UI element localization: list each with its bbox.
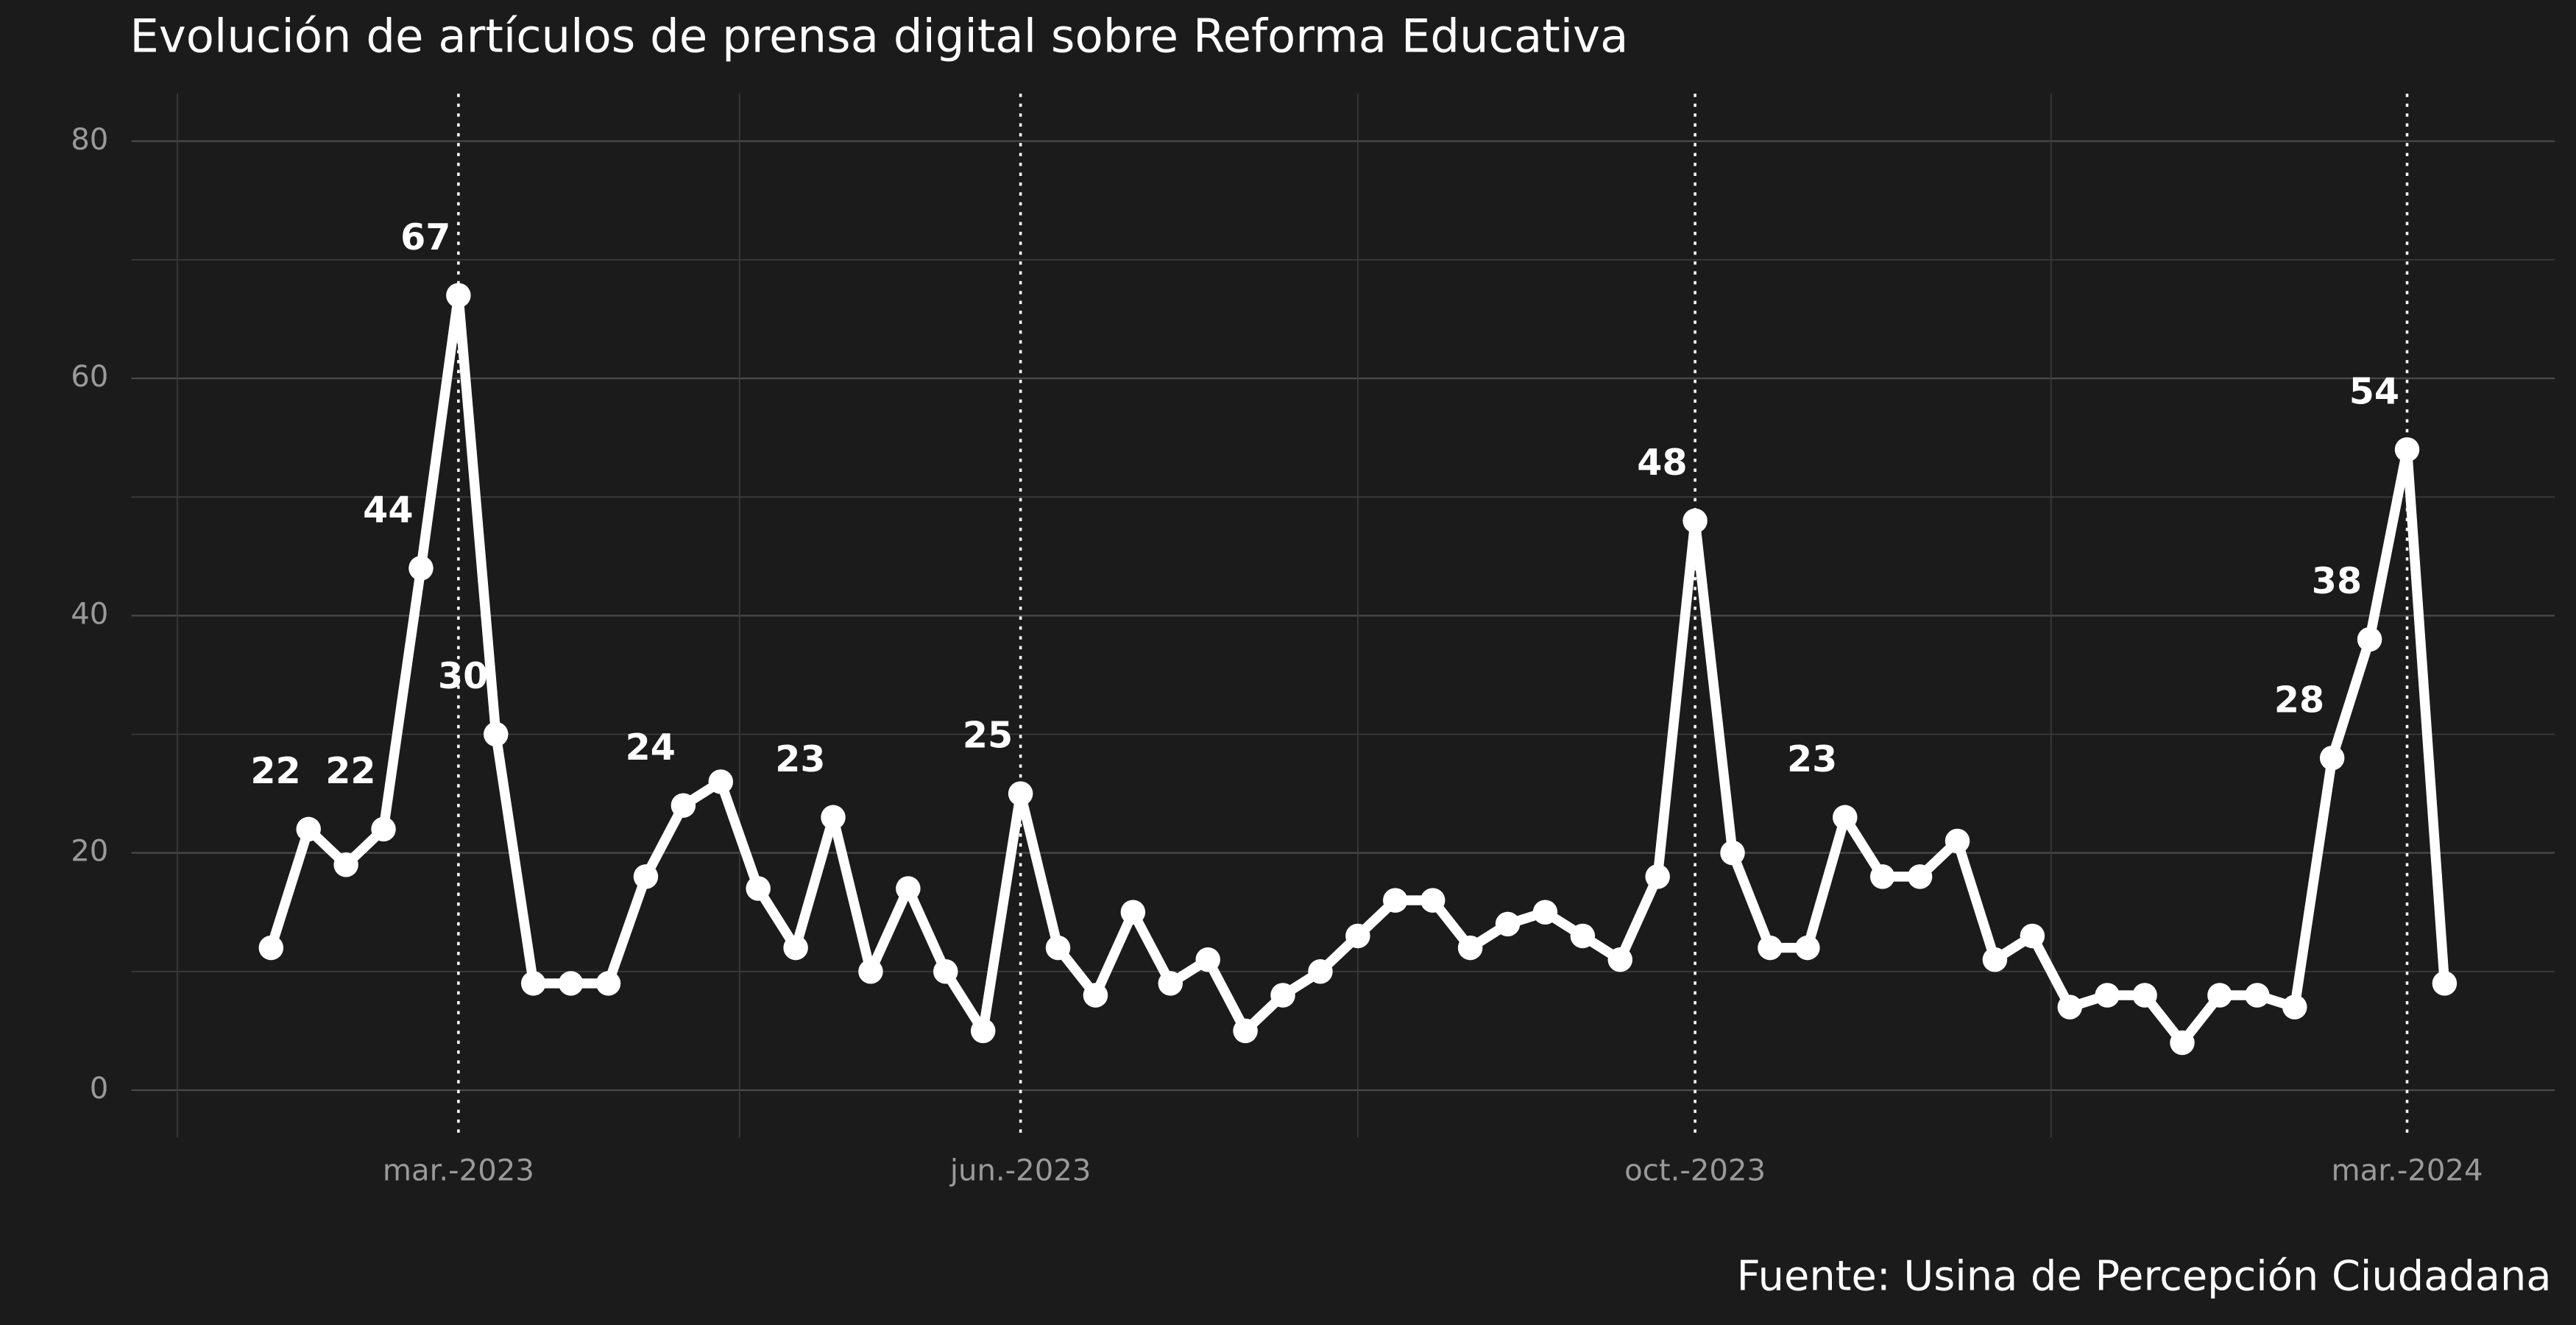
data-label: 22 bbox=[250, 749, 300, 792]
point bbox=[708, 769, 734, 794]
point bbox=[1682, 508, 1708, 534]
data-label: 23 bbox=[775, 738, 825, 780]
point bbox=[1308, 959, 1333, 984]
data-label: 54 bbox=[2349, 370, 2399, 412]
point bbox=[896, 876, 921, 901]
point bbox=[970, 1018, 996, 1044]
point bbox=[1270, 983, 1295, 1008]
y-tick-label: 20 bbox=[71, 835, 108, 869]
point bbox=[258, 935, 284, 961]
point bbox=[2095, 983, 2120, 1008]
point bbox=[408, 556, 434, 581]
point bbox=[1607, 947, 1633, 972]
data-label: 44 bbox=[363, 488, 413, 531]
point bbox=[2020, 923, 2045, 949]
point bbox=[1907, 864, 1933, 889]
point bbox=[1945, 828, 1970, 854]
point bbox=[1457, 935, 1483, 961]
point bbox=[484, 721, 509, 747]
point bbox=[520, 971, 546, 996]
data-label: 48 bbox=[1637, 441, 1687, 484]
point bbox=[2245, 983, 2270, 1008]
point bbox=[2170, 1030, 2195, 1056]
point bbox=[1795, 935, 1820, 961]
data-label: 22 bbox=[325, 749, 375, 792]
point bbox=[595, 971, 621, 996]
point bbox=[633, 864, 659, 889]
y-tick-label: 0 bbox=[90, 1072, 109, 1106]
caption: Fuente: Usina de Percepción Ciudadana bbox=[1737, 1253, 2552, 1301]
point bbox=[1833, 805, 1858, 830]
point bbox=[933, 959, 958, 984]
point bbox=[2132, 983, 2157, 1008]
point bbox=[1083, 983, 1108, 1008]
point bbox=[783, 935, 808, 961]
point bbox=[1233, 1018, 1258, 1044]
x-tick-label: jun.-2023 bbox=[949, 1153, 1091, 1187]
point bbox=[1420, 888, 1446, 913]
point bbox=[670, 793, 696, 818]
point bbox=[1495, 911, 1521, 937]
point bbox=[1008, 781, 1033, 806]
point bbox=[1982, 947, 2008, 972]
chart-title: Evolución de artículos de prensa digital… bbox=[130, 10, 1628, 63]
point bbox=[2207, 983, 2232, 1008]
point bbox=[296, 816, 321, 842]
data-label: 25 bbox=[963, 714, 1013, 757]
point bbox=[558, 971, 584, 996]
point bbox=[821, 805, 846, 830]
data-label: 67 bbox=[400, 216, 450, 258]
point bbox=[333, 852, 358, 877]
data-label: 24 bbox=[626, 726, 676, 768]
x-tick-label: mar.-2023 bbox=[383, 1153, 534, 1187]
point bbox=[858, 959, 883, 984]
point bbox=[1345, 923, 1370, 949]
point bbox=[1758, 935, 1783, 961]
x-tick-label: mar.-2024 bbox=[2331, 1153, 2483, 1187]
point bbox=[1195, 947, 1220, 972]
y-tick-label: 40 bbox=[71, 597, 108, 631]
point bbox=[2319, 745, 2345, 771]
point bbox=[1645, 864, 1670, 889]
point bbox=[1570, 923, 1596, 949]
point bbox=[1532, 900, 1558, 925]
point bbox=[2282, 994, 2307, 1020]
point bbox=[1383, 888, 1408, 913]
point bbox=[446, 283, 471, 308]
point bbox=[746, 876, 771, 901]
data-label: 30 bbox=[438, 654, 488, 697]
point bbox=[2394, 437, 2420, 462]
point bbox=[1720, 840, 1745, 866]
x-tick-label: oct.-2023 bbox=[1624, 1153, 1766, 1187]
point bbox=[1120, 900, 1146, 925]
point bbox=[2057, 994, 2083, 1020]
y-tick-label: 60 bbox=[71, 360, 108, 394]
point bbox=[371, 816, 396, 842]
y-tick-label: 80 bbox=[71, 123, 108, 157]
point bbox=[2357, 626, 2382, 652]
point bbox=[1158, 971, 1183, 996]
data-label: 23 bbox=[1787, 738, 1837, 780]
data-label: 38 bbox=[2312, 559, 2362, 602]
point bbox=[2432, 971, 2458, 996]
data-label: 28 bbox=[2274, 678, 2324, 721]
point bbox=[1045, 935, 1071, 961]
point bbox=[1869, 864, 1895, 889]
